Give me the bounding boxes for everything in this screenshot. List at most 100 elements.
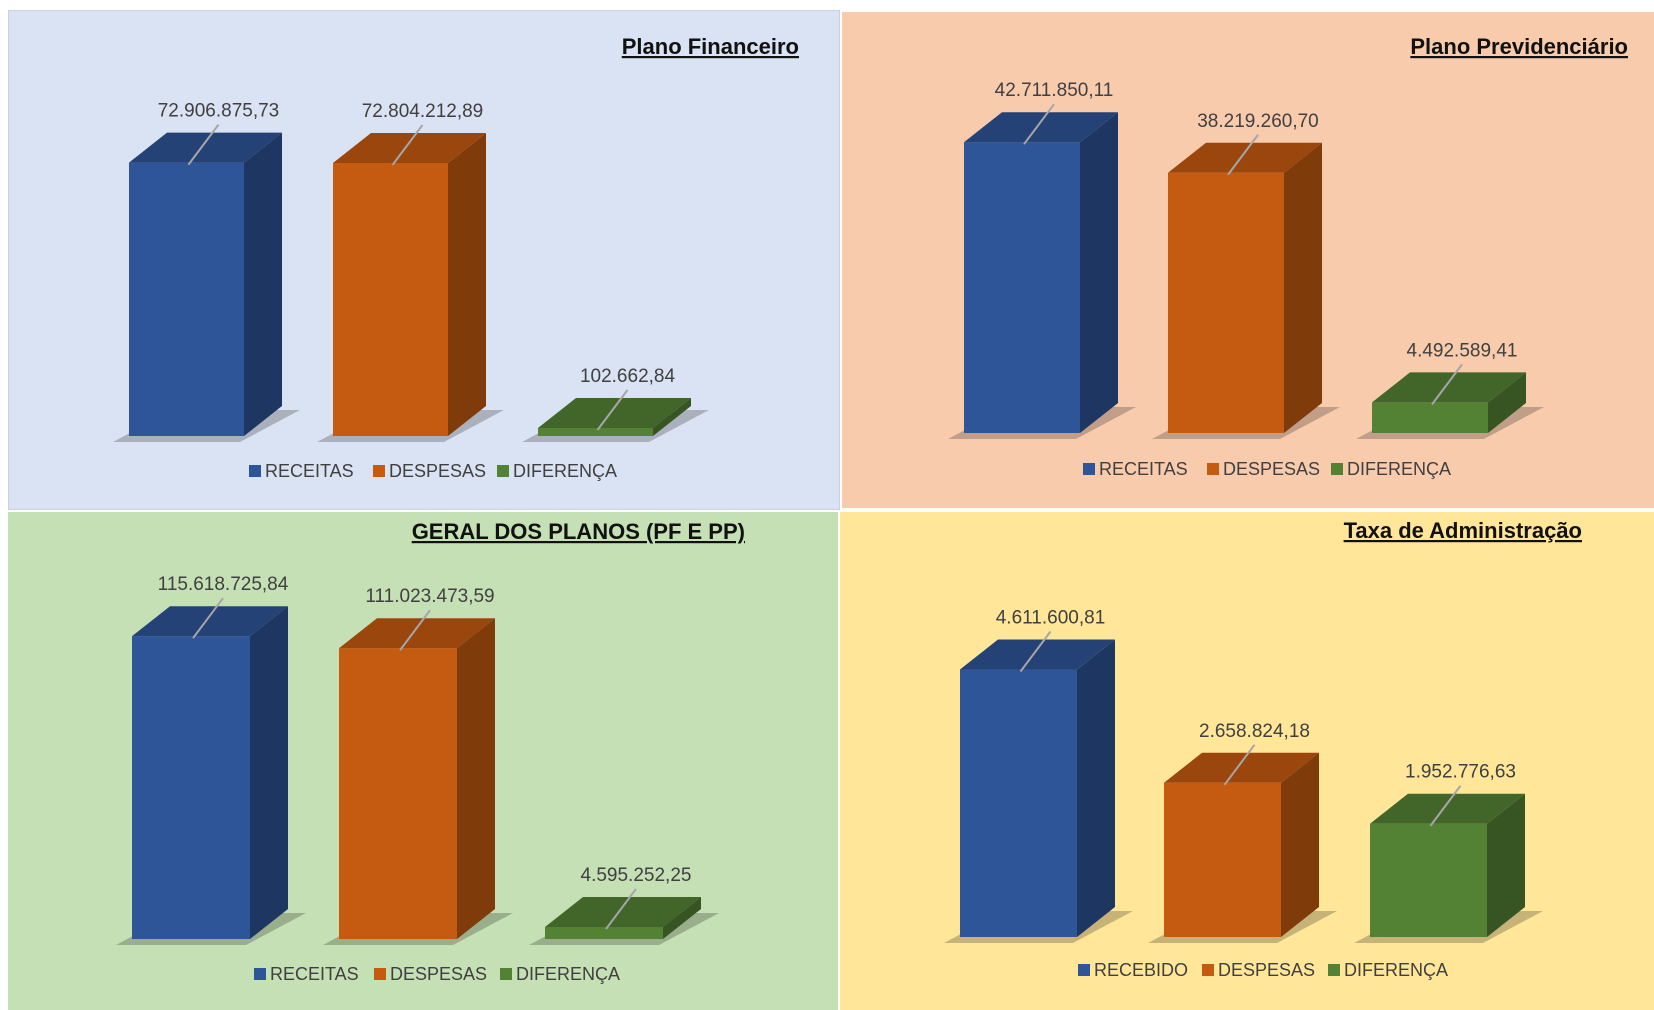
legend-swatch bbox=[1331, 463, 1343, 475]
bar-diferença bbox=[1354, 793, 1543, 943]
legend-label: DESPESAS bbox=[1223, 459, 1320, 479]
legend-swatch bbox=[1083, 463, 1095, 475]
bar-top bbox=[960, 639, 1115, 670]
legend-swatch bbox=[500, 968, 512, 980]
chart-svg: Plano Previdenciário 42.711.850,11 RECEITA… bbox=[842, 12, 1654, 508]
bar-despesas bbox=[1148, 752, 1337, 943]
bar-front bbox=[538, 428, 653, 436]
bar-side bbox=[1077, 639, 1115, 937]
chart-taxa-de-administracao: Taxa de Administração 4.611.600,81 RECEBID… bbox=[840, 512, 1654, 1010]
bar-side bbox=[1284, 142, 1322, 433]
data-label: 4.595.252,25 bbox=[581, 865, 692, 886]
data-label-leader bbox=[187, 123, 220, 166]
data-label-leader bbox=[399, 609, 431, 651]
legend-swatch bbox=[1078, 964, 1090, 976]
bar-side bbox=[1281, 752, 1319, 937]
data-label-leader bbox=[1227, 134, 1259, 176]
chart-title: Taxa de Administração bbox=[1344, 518, 1582, 543]
bar-top bbox=[132, 606, 288, 637]
bar-receitas bbox=[113, 132, 300, 442]
bar-top bbox=[545, 896, 701, 927]
legend-swatch bbox=[249, 465, 261, 477]
chart-svg: GERAL DOS PLANOS (PF E PP) 115.618.725,84… bbox=[8, 512, 838, 1010]
bar-front bbox=[964, 142, 1080, 433]
data-label: 102.662,84 bbox=[580, 366, 676, 387]
bar-top bbox=[538, 398, 691, 428]
chart-svg: Taxa de Administração 4.611.600,81 RECEBID… bbox=[840, 512, 1654, 1010]
bar-receitas bbox=[116, 606, 306, 945]
legend-label: DIFERENÇA bbox=[1344, 960, 1448, 980]
bar-front bbox=[1372, 402, 1488, 433]
bar-front bbox=[1164, 782, 1281, 937]
bar-despesas bbox=[1152, 142, 1340, 439]
bar-recebido bbox=[944, 639, 1133, 943]
chart-title: Plano Previdenciário bbox=[1410, 34, 1628, 59]
chart-plano-financeiro: Plano Financeiro 72.906.875,73 RECEITAS 72.… bbox=[8, 10, 840, 510]
bar-receitas bbox=[948, 112, 1136, 439]
bar-diferença bbox=[522, 398, 709, 442]
bar-front bbox=[333, 162, 448, 437]
bar-top bbox=[1370, 793, 1525, 824]
data-label-leader bbox=[605, 888, 637, 930]
legend-swatch bbox=[373, 465, 385, 477]
bar-side bbox=[663, 896, 701, 939]
bar-top bbox=[1372, 372, 1526, 403]
bar-front bbox=[1370, 823, 1487, 937]
bar-side bbox=[244, 132, 282, 436]
bar-top bbox=[333, 132, 486, 163]
bar-side bbox=[1487, 793, 1525, 937]
legend-label: RECEITAS bbox=[265, 461, 354, 481]
bar-top bbox=[964, 112, 1118, 143]
legend-label: DIFERENÇA bbox=[516, 964, 620, 984]
bar-diferença bbox=[1356, 372, 1544, 439]
bar-despesas bbox=[317, 132, 504, 442]
bar-side bbox=[457, 618, 495, 939]
legend-label: RECEITAS bbox=[270, 964, 359, 984]
bar-front bbox=[545, 926, 663, 939]
legend-swatch bbox=[1207, 463, 1219, 475]
bar-side bbox=[448, 132, 486, 436]
data-label: 38.219.260,70 bbox=[1197, 111, 1319, 132]
data-label-leader bbox=[391, 124, 424, 166]
bar-side bbox=[1080, 112, 1118, 433]
bar-front bbox=[339, 648, 457, 939]
legend-label: RECEBIDO bbox=[1094, 960, 1188, 980]
data-label-leader bbox=[1429, 785, 1462, 827]
legend-swatch bbox=[374, 968, 386, 980]
data-label: 2.658.824,18 bbox=[1199, 721, 1310, 742]
data-label-leader bbox=[192, 597, 224, 639]
legend-swatch bbox=[254, 968, 266, 980]
bar-side bbox=[1488, 372, 1526, 433]
data-label: 111.023.473,59 bbox=[365, 586, 494, 607]
data-label-leader bbox=[596, 389, 629, 431]
bar-front bbox=[960, 669, 1077, 937]
bar-top bbox=[129, 132, 282, 163]
data-label-leader bbox=[1431, 363, 1463, 406]
data-label: 4.611.600,81 bbox=[996, 608, 1106, 629]
data-label-leader bbox=[1223, 744, 1256, 786]
data-label: 72.804.212,89 bbox=[362, 101, 484, 122]
legend-label: DESPESAS bbox=[390, 964, 487, 984]
data-label: 115.618.725,84 bbox=[158, 574, 289, 595]
chart-title: GERAL DOS PLANOS (PF E PP) bbox=[412, 519, 745, 544]
bar-top bbox=[339, 618, 495, 649]
legend-swatch bbox=[497, 465, 509, 477]
bar-side bbox=[653, 398, 691, 436]
chart-geral-dos-planos: GERAL DOS PLANOS (PF E PP) 115.618.725,84… bbox=[8, 512, 838, 1010]
legend-label: DIFERENÇA bbox=[1347, 459, 1451, 479]
bar-top bbox=[1168, 142, 1322, 173]
bar-front bbox=[129, 162, 244, 436]
data-label: 72.906.875,73 bbox=[158, 101, 280, 122]
data-label: 42.711.850,11 bbox=[995, 80, 1114, 101]
bar-diferença bbox=[529, 896, 719, 945]
data-label-leader bbox=[1019, 630, 1052, 673]
legend-label: DESPESAS bbox=[1218, 960, 1315, 980]
bar-top bbox=[1164, 752, 1319, 783]
bar-front bbox=[1168, 172, 1284, 433]
legend-label: DIFERENÇA bbox=[513, 461, 617, 481]
bar-front bbox=[132, 636, 250, 939]
chart-title: Plano Financeiro bbox=[622, 34, 799, 59]
legend-label: DESPESAS bbox=[389, 461, 486, 481]
legend-label: RECEITAS bbox=[1099, 459, 1188, 479]
bar-despesas bbox=[323, 618, 513, 945]
